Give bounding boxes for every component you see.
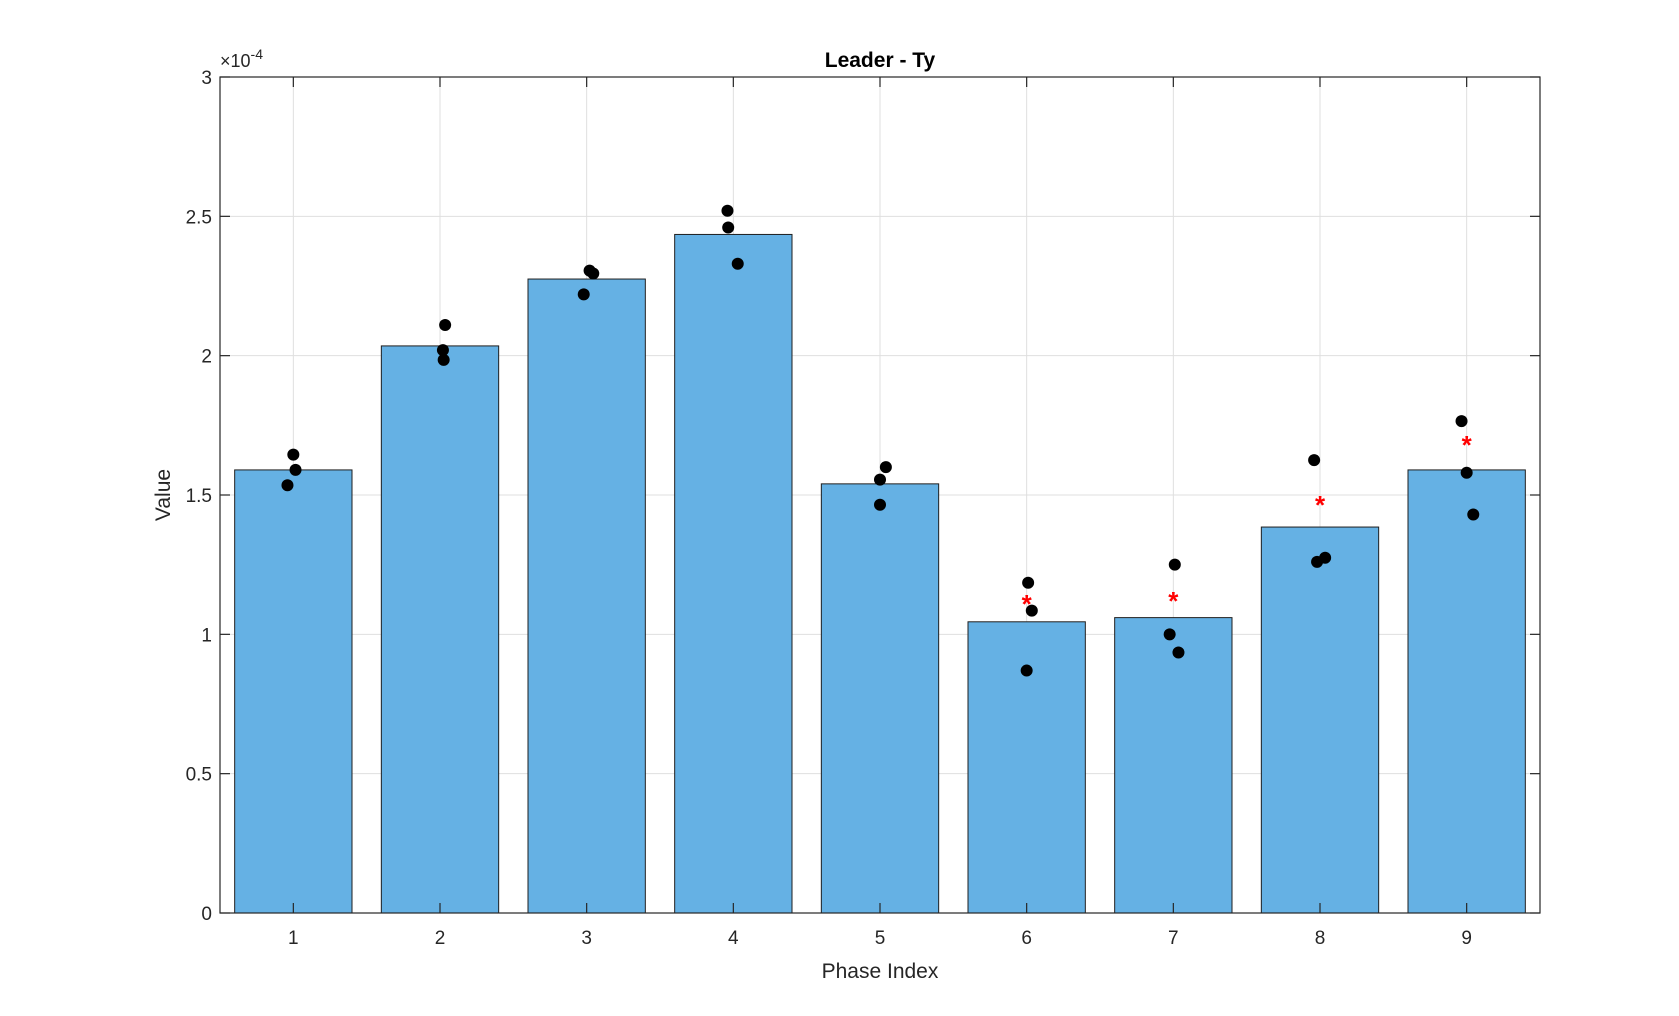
bar-phase-3 <box>527 278 646 914</box>
data-point <box>722 221 735 234</box>
data-point <box>721 204 734 217</box>
bar-phase-1 <box>234 469 353 914</box>
data-point <box>874 473 886 486</box>
significance-marker: * <box>1462 430 1473 460</box>
chart-title: Leader - Ty <box>825 49 936 72</box>
x-tick-label: 3 <box>581 928 592 949</box>
bar-phase-2 <box>380 345 500 914</box>
tick-layer: 0 0.5 1 1.5 2 2.5 3 1 2 3 4 5 6 7 8 9 <box>186 68 1540 949</box>
y-tick-label: 3 <box>201 68 212 89</box>
data-point <box>1168 558 1181 571</box>
x-tick-label: 8 <box>1315 928 1326 949</box>
bar-phase-9 <box>1407 469 1526 914</box>
data-point <box>587 267 600 280</box>
bar-phase-7 <box>1114 617 1233 914</box>
exponent-base: ×10 <box>220 51 251 71</box>
data-point <box>437 353 450 366</box>
data-point <box>1455 415 1468 428</box>
data-point <box>436 344 449 357</box>
x-tick-label: 5 <box>875 928 886 949</box>
data-point <box>1467 508 1480 521</box>
exponent-power: -4 <box>251 46 264 62</box>
significance-marker: * <box>1022 589 1033 619</box>
data-point <box>281 479 294 492</box>
data-point <box>1308 454 1321 467</box>
significance-marker: * <box>1315 490 1326 520</box>
x-tick-label: 1 <box>288 928 299 949</box>
y-axis-exponent: ×10-4 <box>220 46 263 71</box>
data-point <box>1022 576 1035 589</box>
data-point <box>577 288 590 301</box>
marker-layer: * * * * <box>1022 430 1473 619</box>
data-point <box>1172 646 1185 659</box>
y-tick-label: 1.5 <box>186 486 212 507</box>
data-point <box>1311 555 1324 568</box>
bar-phase-8 <box>1260 526 1380 914</box>
x-tick-label: 4 <box>728 928 739 949</box>
y-tick-label: 1 <box>201 625 212 646</box>
data-point <box>1025 604 1038 617</box>
y-tick-label: 0.5 <box>186 765 212 786</box>
data-point <box>1163 628 1176 641</box>
data-point <box>439 319 452 332</box>
data-point <box>287 448 300 461</box>
bar-phase-4 <box>674 233 793 914</box>
data-point <box>879 461 892 474</box>
y-tick-label: 2 <box>201 347 212 368</box>
data-point <box>1020 664 1033 677</box>
point-layer <box>281 204 1480 677</box>
x-tick-label: 2 <box>435 928 446 949</box>
x-tick-label: 7 <box>1168 928 1179 949</box>
data-point <box>289 463 302 476</box>
significance-marker: * <box>1168 586 1179 616</box>
data-point <box>1460 466 1473 479</box>
x-axis-label: Phase Index <box>822 960 939 983</box>
y-tick-label: 2.5 <box>186 207 212 228</box>
bar-phase-5 <box>820 483 940 914</box>
y-axis-label: Value <box>152 469 175 521</box>
x-tick-label: 9 <box>1461 928 1472 949</box>
y-tick-label: 0 <box>201 904 212 925</box>
x-tick-label: 6 <box>1021 928 1032 949</box>
data-point <box>731 257 744 270</box>
data-point <box>874 498 886 511</box>
